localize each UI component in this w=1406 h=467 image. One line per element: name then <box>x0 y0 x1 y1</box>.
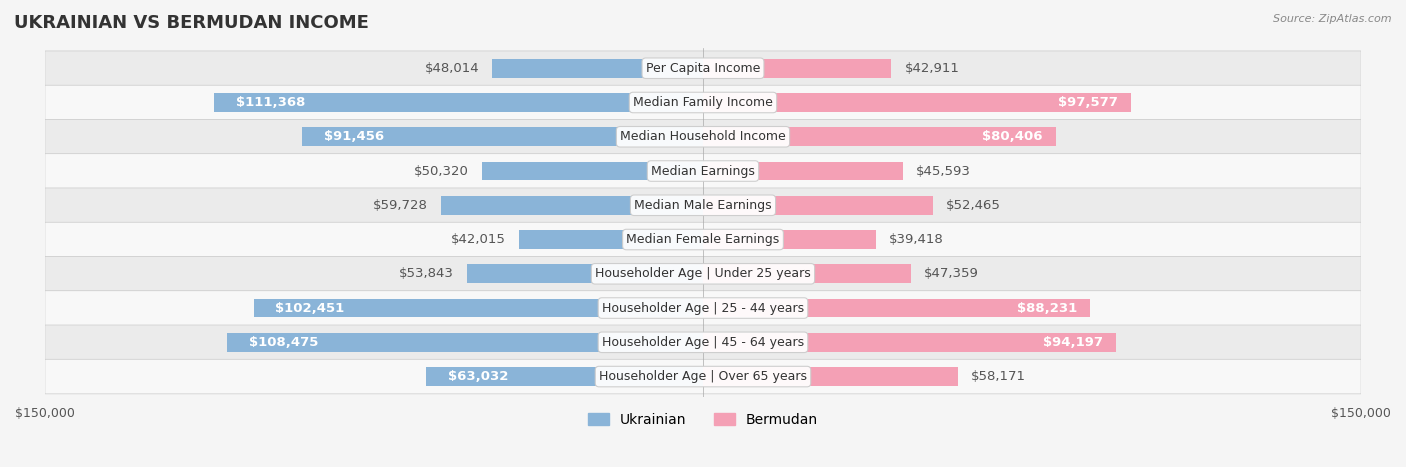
Text: $52,465: $52,465 <box>946 199 1001 212</box>
FancyBboxPatch shape <box>45 325 1361 360</box>
Bar <box>482 162 703 180</box>
Text: Householder Age | Over 65 years: Householder Age | Over 65 years <box>599 370 807 383</box>
Text: $59,728: $59,728 <box>373 199 427 212</box>
Text: Source: ZipAtlas.com: Source: ZipAtlas.com <box>1274 14 1392 24</box>
FancyBboxPatch shape <box>45 359 1361 394</box>
FancyBboxPatch shape <box>45 291 1361 325</box>
Legend: Ukrainian, Bermudan: Ukrainian, Bermudan <box>582 407 824 432</box>
Text: Per Capita Income: Per Capita Income <box>645 62 761 75</box>
Bar <box>215 93 703 112</box>
Bar <box>703 230 876 249</box>
Text: $102,451: $102,451 <box>276 302 344 315</box>
FancyBboxPatch shape <box>45 51 1361 85</box>
Text: $63,032: $63,032 <box>449 370 509 383</box>
Text: Median Female Earnings: Median Female Earnings <box>627 233 779 246</box>
FancyBboxPatch shape <box>45 222 1361 257</box>
Bar <box>302 127 703 146</box>
Text: Median Male Earnings: Median Male Earnings <box>634 199 772 212</box>
FancyBboxPatch shape <box>45 256 1361 291</box>
Bar <box>703 127 1056 146</box>
Bar <box>703 59 891 78</box>
Bar <box>703 298 1090 318</box>
Text: $108,475: $108,475 <box>249 336 318 349</box>
Text: $39,418: $39,418 <box>889 233 943 246</box>
Text: Median Earnings: Median Earnings <box>651 164 755 177</box>
Text: $47,359: $47,359 <box>924 267 979 280</box>
Bar <box>228 333 703 352</box>
FancyBboxPatch shape <box>45 120 1361 154</box>
Bar <box>703 264 911 283</box>
Text: $97,577: $97,577 <box>1059 96 1118 109</box>
Bar <box>492 59 703 78</box>
FancyBboxPatch shape <box>45 85 1361 120</box>
Text: Householder Age | Under 25 years: Householder Age | Under 25 years <box>595 267 811 280</box>
Bar <box>467 264 703 283</box>
Bar <box>253 298 703 318</box>
Text: $48,014: $48,014 <box>425 62 479 75</box>
Text: $53,843: $53,843 <box>399 267 454 280</box>
Text: UKRAINIAN VS BERMUDAN INCOME: UKRAINIAN VS BERMUDAN INCOME <box>14 14 368 32</box>
Text: $80,406: $80,406 <box>981 130 1043 143</box>
Bar <box>703 93 1130 112</box>
Text: $58,171: $58,171 <box>972 370 1026 383</box>
Bar <box>426 367 703 386</box>
Text: Householder Age | 25 - 44 years: Householder Age | 25 - 44 years <box>602 302 804 315</box>
Text: $45,593: $45,593 <box>917 164 972 177</box>
Text: $42,911: $42,911 <box>904 62 959 75</box>
Bar <box>703 162 903 180</box>
Text: Householder Age | 45 - 64 years: Householder Age | 45 - 64 years <box>602 336 804 349</box>
Bar <box>519 230 703 249</box>
Text: Median Family Income: Median Family Income <box>633 96 773 109</box>
Bar <box>703 196 934 215</box>
Text: $88,231: $88,231 <box>1017 302 1077 315</box>
FancyBboxPatch shape <box>45 154 1361 188</box>
Text: $91,456: $91,456 <box>323 130 384 143</box>
Text: $42,015: $42,015 <box>451 233 506 246</box>
Text: $50,320: $50,320 <box>415 164 470 177</box>
Text: $94,197: $94,197 <box>1043 336 1104 349</box>
Bar <box>441 196 703 215</box>
FancyBboxPatch shape <box>45 188 1361 223</box>
Bar <box>703 367 959 386</box>
Text: Median Household Income: Median Household Income <box>620 130 786 143</box>
Text: $111,368: $111,368 <box>236 96 305 109</box>
Bar <box>703 333 1116 352</box>
